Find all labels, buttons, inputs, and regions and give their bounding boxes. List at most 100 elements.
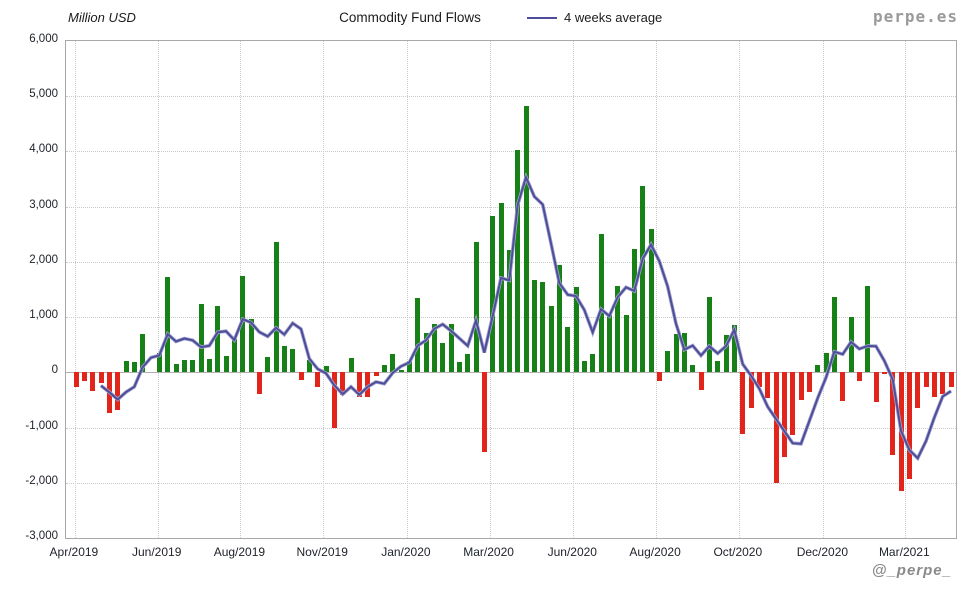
outflow-bar-week-83 <box>756 372 762 388</box>
outflow-bar-week-35 <box>356 372 362 398</box>
outflow-bar-week-102 <box>915 372 921 408</box>
v-gridline <box>489 41 491 538</box>
inflow-bar-week-46 <box>448 324 454 373</box>
y-axis-unit-label: Million USD <box>68 10 136 25</box>
outflow-bar-week-106 <box>948 372 954 387</box>
v-gridline <box>74 41 76 538</box>
h-gridline <box>66 96 956 98</box>
inflow-bar-week-53 <box>506 250 512 373</box>
outflow-bar-week-105 <box>940 372 946 394</box>
inflow-bar-week-19 <box>223 355 229 373</box>
outflow-bar-week-1 <box>73 372 79 388</box>
h-gridline <box>66 482 956 484</box>
inflow-bar-week-55 <box>523 105 529 373</box>
inflow-bar-week-59 <box>556 264 562 373</box>
inflow-bar-week-11 <box>156 352 162 373</box>
legend-label: 4 weeks average <box>564 10 663 25</box>
outflow-bar-week-93 <box>840 372 846 401</box>
inflow-bar-week-31 <box>323 365 329 373</box>
inflow-bar-week-60 <box>565 326 571 373</box>
inflow-bar-week-58 <box>548 305 554 373</box>
outflow-bar-week-2 <box>81 372 87 382</box>
inflow-bar-week-47 <box>456 362 462 373</box>
inflow-bar-week-26 <box>281 345 287 373</box>
outflow-bar-week-99 <box>890 372 896 456</box>
inflow-bar-week-25 <box>273 241 279 373</box>
outflow-bar-week-86 <box>781 372 787 457</box>
outflow-bar-week-76 <box>698 372 704 391</box>
v-gridline <box>656 41 658 538</box>
inflow-bar-week-73 <box>673 334 679 373</box>
x-tick-label: Mar/2020 <box>463 545 514 559</box>
outflow-bar-week-97 <box>873 372 879 403</box>
inflow-bar-week-15 <box>190 359 196 373</box>
inflow-bar-week-67 <box>623 314 629 373</box>
inflow-bar-week-48 <box>465 354 471 373</box>
inflow-bar-week-13 <box>173 364 179 373</box>
inflow-bar-week-52 <box>498 202 504 373</box>
outflow-bar-week-98 <box>881 372 887 375</box>
legend-line-swatch <box>527 17 557 19</box>
outflow-bar-week-50 <box>481 372 487 453</box>
y-tick-label: -3,000 <box>25 530 58 542</box>
outflow-bar-week-33 <box>340 372 346 396</box>
outflow-bar-week-101 <box>906 372 912 479</box>
x-tick-label: Aug/2019 <box>213 545 266 559</box>
inflow-bar-week-24 <box>265 356 271 373</box>
outflow-bar-week-6 <box>115 372 121 411</box>
inflow-bar-week-14 <box>181 360 187 373</box>
outflow-bar-week-71 <box>656 372 662 381</box>
watermark-handle: @_perpe_ <box>871 562 952 579</box>
inflow-bar-week-91 <box>823 353 829 373</box>
inflow-bar-week-41 <box>406 360 412 373</box>
inflow-bar-week-18 <box>215 306 221 373</box>
outflow-bar-week-88 <box>798 372 804 401</box>
y-tick-label: 6,000 <box>29 33 58 45</box>
inflow-bar-week-27 <box>290 348 296 373</box>
v-gridline <box>738 41 740 538</box>
outflow-bar-week-36 <box>365 372 371 397</box>
inflow-bar-week-68 <box>631 248 637 373</box>
outflow-bar-week-28 <box>298 372 304 380</box>
inflow-bar-week-75 <box>690 364 696 373</box>
inflow-bar-week-51 <box>490 215 496 373</box>
inflow-bar-week-66 <box>615 285 621 373</box>
v-gridline <box>905 41 907 538</box>
plot-area <box>65 40 957 539</box>
x-tick-label: Jun/2020 <box>547 545 597 559</box>
outflow-bar-week-3 <box>90 372 96 392</box>
inflow-bar-week-8 <box>131 362 137 373</box>
inflow-bar-week-43 <box>423 332 429 373</box>
outflow-bar-week-81 <box>740 372 746 435</box>
inflow-bar-week-45 <box>440 342 446 373</box>
outflow-bar-week-103 <box>923 372 929 387</box>
outflow-bar-week-95 <box>856 372 862 381</box>
inflow-bar-week-16 <box>198 304 204 373</box>
outflow-bar-week-4 <box>98 372 104 384</box>
inflow-bar-week-78 <box>715 361 721 373</box>
inflow-bar-week-63 <box>590 354 596 373</box>
inflow-bar-week-90 <box>815 365 821 373</box>
inflow-bar-week-39 <box>390 354 396 373</box>
inflow-bar-week-79 <box>723 335 729 373</box>
v-gridline <box>323 41 325 538</box>
inflow-bar-week-92 <box>831 297 837 373</box>
inflow-bar-week-74 <box>681 332 687 373</box>
outflow-bar-week-85 <box>773 372 779 483</box>
moving-average-line <box>100 174 952 460</box>
moving-average-line-layer <box>99 172 952 462</box>
inflow-bar-week-96 <box>865 285 871 373</box>
y-tick-label: 4,000 <box>29 143 58 156</box>
inflow-bar-week-22 <box>248 319 254 373</box>
inflow-bar-week-61 <box>573 287 579 373</box>
y-tick-label: -2,000 <box>25 474 58 487</box>
inflow-bar-week-69 <box>640 185 646 373</box>
inflow-bar-week-40 <box>398 370 404 373</box>
watermark-logo: perpe.es <box>872 7 958 26</box>
outflow-bar-week-82 <box>748 372 754 408</box>
inflow-bar-week-62 <box>581 361 587 373</box>
x-tick-label: Mar/2021 <box>878 545 930 559</box>
inflow-bar-week-70 <box>648 229 654 373</box>
v-gridline <box>406 41 408 538</box>
